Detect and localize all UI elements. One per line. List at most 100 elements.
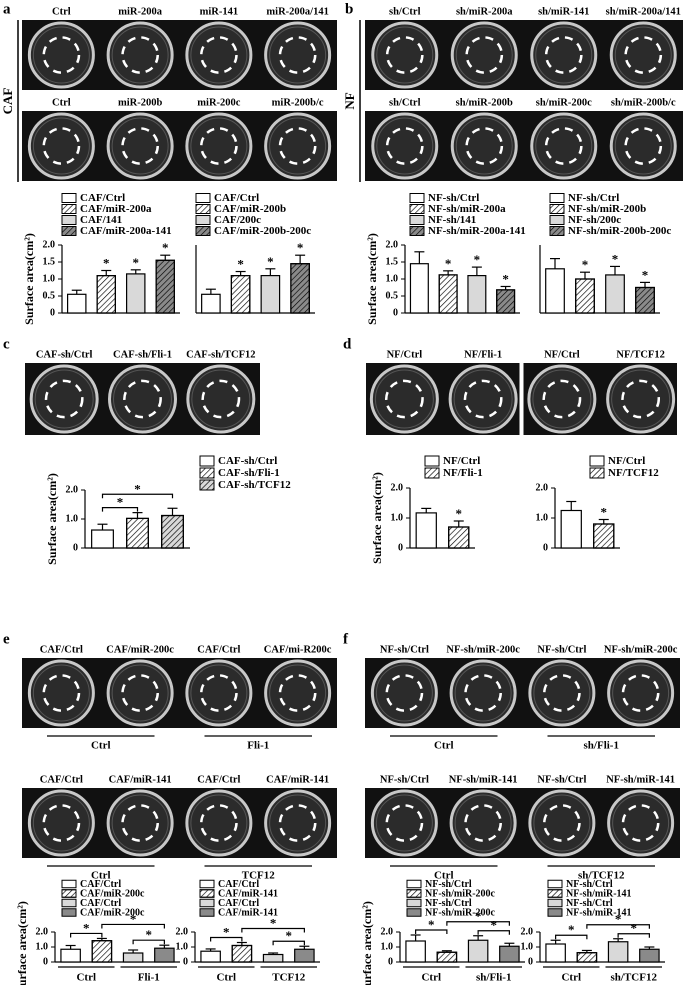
y-tick-label: 2.0 <box>43 239 56 250</box>
legend-swatch <box>199 879 215 889</box>
significance-mark: * <box>297 240 304 255</box>
well-rim <box>190 664 248 722</box>
well-marker <box>123 379 162 419</box>
well-rim <box>455 117 513 175</box>
legend-swatch <box>409 193 425 203</box>
well-marker <box>621 379 661 419</box>
bar <box>415 512 437 549</box>
y-tick-label: 0 <box>43 956 48 967</box>
bar-hatch <box>438 274 458 314</box>
significance-mark: * <box>474 252 481 267</box>
group-label: Ctrl <box>216 972 236 984</box>
well-label: miR-200b <box>118 97 162 108</box>
well-marker <box>278 127 317 165</box>
y-tick-label: 1.0 <box>36 941 49 952</box>
bar-hatch <box>230 275 251 314</box>
well-label: NF/Fli-1 <box>464 349 502 360</box>
group-label: sh/Fli-1 <box>476 972 511 984</box>
group-label: Fli-1 <box>138 972 160 984</box>
well-label: NF-sh/miR-141 <box>449 774 518 785</box>
well-rim <box>32 117 90 175</box>
legend-swatch <box>547 908 563 917</box>
well-rim <box>614 117 672 175</box>
well-marker <box>621 674 660 712</box>
significance-mark: * <box>270 915 277 930</box>
significance-mark: * <box>491 918 498 933</box>
group-label: Fli-1 <box>247 740 269 752</box>
well-marker <box>42 127 81 165</box>
well-rim <box>269 117 327 175</box>
bar-hatch <box>231 944 253 963</box>
well <box>108 364 177 434</box>
well-label: NF-sh/miR-200c <box>604 644 678 655</box>
significance-mark: * <box>83 920 90 935</box>
significance-mark: * <box>612 251 619 266</box>
well <box>264 112 332 180</box>
y-tick-label: 0.5 <box>43 290 56 301</box>
y-tick-label: 1.0 <box>66 513 79 524</box>
legend-label: CAF-sh/TCF12 <box>218 479 291 491</box>
well-marker <box>385 36 424 74</box>
legend-label: NF-sh/Ctrl <box>425 879 472 890</box>
well <box>450 112 518 180</box>
well <box>185 112 253 180</box>
legend-swatch <box>549 215 565 225</box>
well-marker <box>463 379 503 419</box>
well-rim <box>32 664 90 722</box>
legend-swatch <box>199 898 215 908</box>
well-marker <box>544 36 583 74</box>
well-marker <box>200 804 238 842</box>
well-marker <box>42 36 81 74</box>
legend-label: NF/TCF12 <box>608 467 659 479</box>
y-tick-label: 2.0 <box>381 926 394 937</box>
legend-label: NF-sh/Ctrl <box>428 192 479 204</box>
well <box>27 112 95 180</box>
legend-swatch-hatch <box>406 889 422 898</box>
well <box>609 112 677 180</box>
legend-swatch-hatch <box>199 479 215 491</box>
group-label: Ctrl <box>434 740 454 752</box>
well-marker <box>384 379 424 419</box>
legend-swatch-hatch <box>549 226 565 236</box>
well <box>370 789 438 857</box>
well-rim <box>454 664 512 722</box>
well-label: sh/miR-200b/c <box>611 97 676 108</box>
significance-bracket <box>210 936 243 942</box>
legend-label: CAF/Ctrl <box>218 879 259 890</box>
y-tick-label: 0.5 <box>386 290 399 301</box>
bar <box>409 263 429 314</box>
bar <box>126 273 146 314</box>
well-marker <box>200 127 238 165</box>
well-marker <box>464 674 502 712</box>
bar-hatch <box>593 523 615 549</box>
legend-label: CAF-sh/Fli-1 <box>218 467 280 479</box>
legend-label: CAF/miR-200b-200c <box>214 225 311 237</box>
legend-swatch-hatch <box>61 889 77 898</box>
group-label: Ctrl <box>421 972 441 984</box>
well <box>528 789 596 857</box>
well-rim <box>454 794 512 852</box>
bar <box>405 940 426 963</box>
well-marker <box>385 804 424 842</box>
significance-mark: * <box>286 928 293 943</box>
well-rim <box>611 369 671 429</box>
bar <box>294 948 315 963</box>
legend-swatch <box>549 193 565 203</box>
legend-label: CAF/miR-200c <box>80 888 145 899</box>
well-label: NF/Ctrl <box>544 349 580 360</box>
bar-hatch <box>155 259 175 314</box>
legend-label: CAF-sh/Ctrl <box>218 455 277 467</box>
well-rim <box>453 369 513 429</box>
legend-label: NF-sh/Ctrl <box>566 879 613 890</box>
well-rim <box>535 117 593 175</box>
y-tick-label: 0 <box>388 956 393 967</box>
significance-mark: * <box>642 267 649 282</box>
well-label: sh/miR-200a/141 <box>606 6 681 17</box>
well-rim <box>376 26 434 84</box>
well <box>371 112 439 180</box>
bar <box>467 939 489 963</box>
significance-mark: * <box>428 917 435 932</box>
bar-hatch <box>126 517 149 549</box>
y-tick-label: 2.0 <box>386 239 399 250</box>
significance-mark: * <box>615 912 622 927</box>
